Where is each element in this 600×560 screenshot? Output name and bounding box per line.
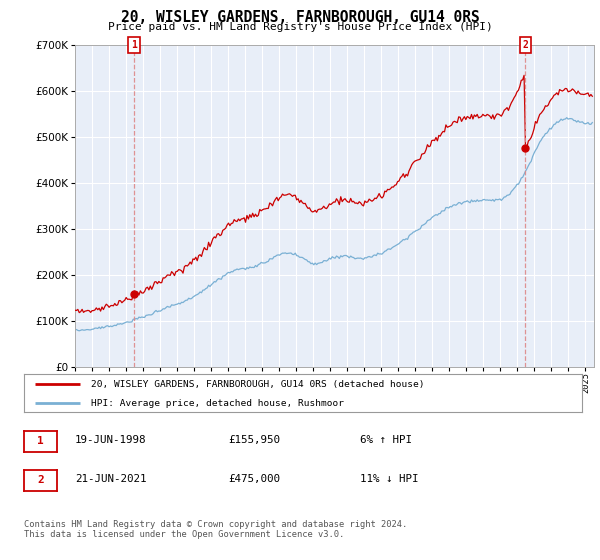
Text: Price paid vs. HM Land Registry's House Price Index (HPI): Price paid vs. HM Land Registry's House … [107, 22, 493, 32]
Text: 2: 2 [523, 40, 529, 50]
Text: Contains HM Land Registry data © Crown copyright and database right 2024.
This d: Contains HM Land Registry data © Crown c… [24, 520, 407, 539]
Text: 1: 1 [37, 436, 44, 446]
Text: £155,950: £155,950 [228, 435, 280, 445]
Text: 1: 1 [131, 40, 137, 50]
Text: 19-JUN-1998: 19-JUN-1998 [75, 435, 146, 445]
Text: 20, WISLEY GARDENS, FARNBOROUGH, GU14 0RS: 20, WISLEY GARDENS, FARNBOROUGH, GU14 0R… [121, 10, 479, 25]
Text: 6% ↑ HPI: 6% ↑ HPI [360, 435, 412, 445]
Text: £475,000: £475,000 [228, 474, 280, 484]
Text: 21-JUN-2021: 21-JUN-2021 [75, 474, 146, 484]
Text: 20, WISLEY GARDENS, FARNBOROUGH, GU14 0RS (detached house): 20, WISLEY GARDENS, FARNBOROUGH, GU14 0R… [91, 380, 424, 389]
Text: 11% ↓ HPI: 11% ↓ HPI [360, 474, 419, 484]
Text: HPI: Average price, detached house, Rushmoor: HPI: Average price, detached house, Rush… [91, 399, 344, 408]
Text: 2: 2 [37, 475, 44, 486]
